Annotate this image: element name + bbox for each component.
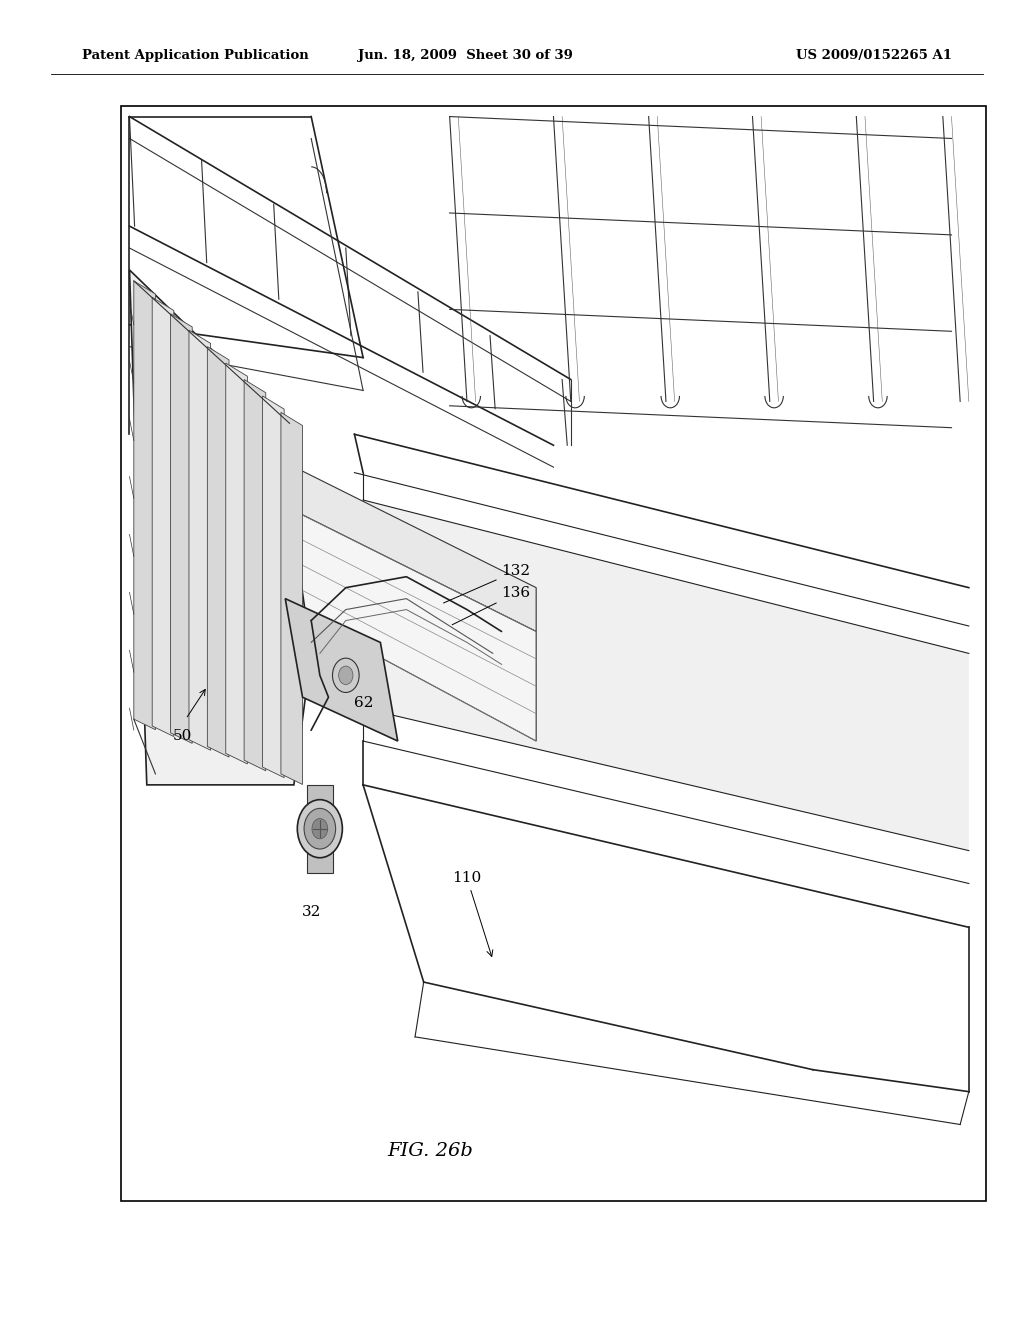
Text: US 2009/0152265 A1: US 2009/0152265 A1 [797,49,952,62]
Polygon shape [251,445,537,631]
Text: 110: 110 [453,871,493,957]
Text: Patent Application Publication: Patent Application Publication [82,49,308,62]
Polygon shape [307,785,333,873]
Polygon shape [251,490,537,741]
Polygon shape [364,500,969,850]
Polygon shape [153,297,174,737]
Text: 132: 132 [443,564,530,603]
Polygon shape [189,330,211,750]
Circle shape [304,808,336,849]
Text: 62: 62 [354,696,374,710]
Bar [121,106,986,1201]
Polygon shape [129,271,311,785]
Polygon shape [262,396,284,777]
Polygon shape [244,380,266,771]
Polygon shape [134,281,156,730]
Text: FIG. 26b: FIG. 26b [387,1142,473,1160]
Circle shape [339,667,353,685]
Text: 50: 50 [173,729,193,743]
Polygon shape [225,363,248,764]
Polygon shape [171,314,193,743]
Circle shape [333,659,359,693]
Text: 32: 32 [301,906,321,920]
Circle shape [297,800,342,858]
Circle shape [312,818,328,840]
Text: 136: 136 [453,586,530,624]
Polygon shape [286,599,397,741]
Polygon shape [207,347,229,758]
Text: Jun. 18, 2009  Sheet 30 of 39: Jun. 18, 2009 Sheet 30 of 39 [358,49,573,62]
Polygon shape [281,412,302,784]
